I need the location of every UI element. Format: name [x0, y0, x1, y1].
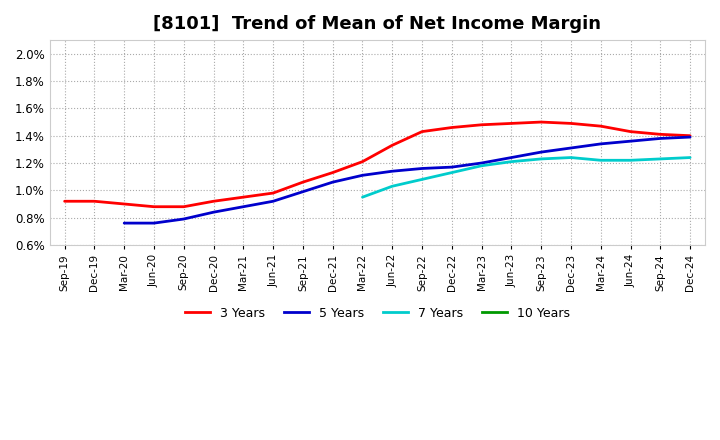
Title: [8101]  Trend of Mean of Net Income Margin: [8101] Trend of Mean of Net Income Margi… [153, 15, 601, 33]
Legend: 3 Years, 5 Years, 7 Years, 10 Years: 3 Years, 5 Years, 7 Years, 10 Years [180, 302, 575, 325]
